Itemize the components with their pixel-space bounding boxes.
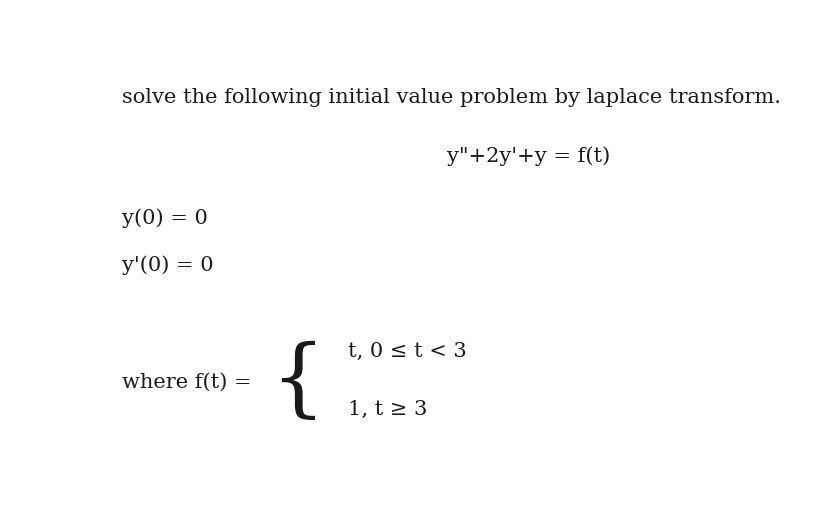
Text: solve the following initial value problem by laplace transform.: solve the following initial value proble…	[122, 88, 781, 107]
Text: y(0) = 0: y(0) = 0	[122, 209, 208, 228]
Text: 1, t ≥ 3: 1, t ≥ 3	[348, 399, 428, 418]
Text: y"+2y'+y = f(t): y"+2y'+y = f(t)	[448, 146, 611, 166]
Text: t, 0 ≤ t < 3: t, 0 ≤ t < 3	[348, 341, 467, 360]
Text: {: {	[270, 340, 325, 423]
Text: where f(t) =: where f(t) =	[122, 372, 252, 391]
Text: y'(0) = 0: y'(0) = 0	[122, 255, 214, 275]
